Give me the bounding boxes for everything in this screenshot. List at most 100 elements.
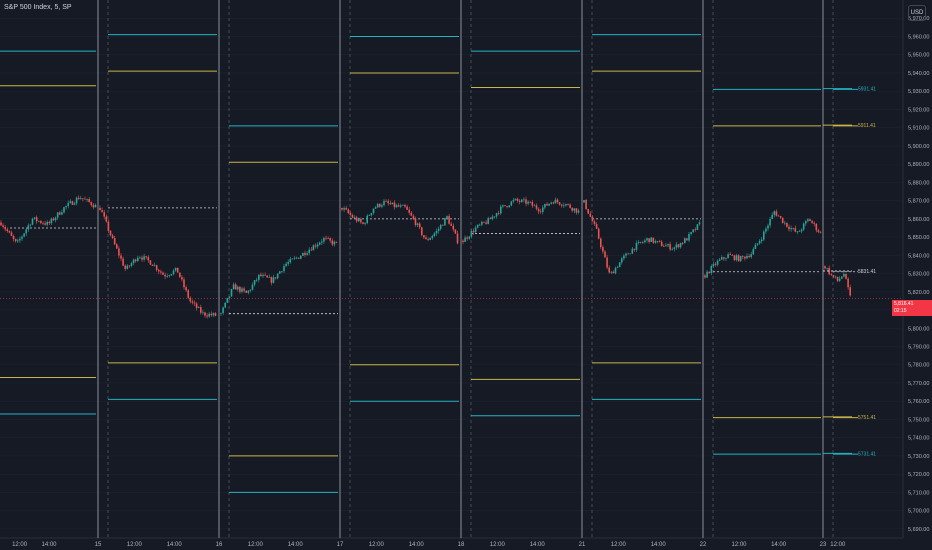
candle-body xyxy=(775,211,778,216)
candle-body xyxy=(202,312,204,314)
x-tick-label: 17 xyxy=(337,542,344,548)
candle-body xyxy=(67,202,69,206)
candle-body xyxy=(585,200,587,210)
candle-body xyxy=(128,265,131,267)
candle-body xyxy=(439,224,442,229)
y-tick-label: 5,790.00 xyxy=(908,345,929,351)
candle-body xyxy=(421,227,423,236)
candle-body xyxy=(172,270,175,275)
candle-body xyxy=(427,239,429,240)
x-tick-label: 12:00 xyxy=(12,542,28,548)
candle-body xyxy=(830,274,833,275)
candle-body xyxy=(329,238,331,241)
candle-body xyxy=(281,271,283,272)
candle-body xyxy=(35,217,38,222)
x-tick-label: 23 xyxy=(820,542,827,548)
candle-body xyxy=(813,222,815,224)
candle-body xyxy=(84,198,86,200)
y-tick-label: 5,960.00 xyxy=(908,34,929,40)
candle-body xyxy=(50,218,53,224)
candle-body xyxy=(706,271,708,278)
candle-body xyxy=(686,238,688,241)
x-tick-label: 21 xyxy=(579,542,586,548)
candle-body xyxy=(279,271,281,274)
candle-body xyxy=(412,215,415,219)
candle-body xyxy=(82,198,84,199)
candle-body xyxy=(21,236,23,239)
candle-body xyxy=(802,223,805,230)
candle-body xyxy=(595,224,598,229)
candle-body xyxy=(718,259,721,261)
candle-body xyxy=(849,287,851,296)
candle-body xyxy=(4,226,6,230)
candle-body xyxy=(40,220,42,223)
candle-body xyxy=(712,263,715,267)
candle-body xyxy=(673,247,676,249)
candle-body xyxy=(272,277,275,283)
candle-body xyxy=(237,286,239,290)
y-tick-label: 5,870.00 xyxy=(908,199,929,205)
candle-body xyxy=(708,271,710,274)
candle-body xyxy=(351,214,354,218)
candle-body xyxy=(826,267,828,269)
candle-body xyxy=(316,244,319,247)
candle-body xyxy=(206,315,208,317)
candle-body xyxy=(364,223,366,224)
candle-body xyxy=(155,265,158,270)
candle-body xyxy=(270,277,273,283)
candle-body xyxy=(80,198,82,200)
candle-body xyxy=(493,216,496,218)
candle-body xyxy=(14,238,17,242)
y-tick-label: 5,820.00 xyxy=(908,290,929,296)
candle-body xyxy=(627,253,629,255)
candle-body xyxy=(431,235,434,239)
candle-body xyxy=(800,229,803,232)
candle-body xyxy=(118,248,120,256)
candle-body xyxy=(681,243,684,244)
candle-body xyxy=(535,205,538,209)
y-tick-label: 5,920.00 xyxy=(908,107,929,113)
candle-body xyxy=(788,226,790,230)
candle-body xyxy=(704,275,706,278)
candle-body xyxy=(824,266,826,269)
candle-body xyxy=(531,201,534,206)
candle-body xyxy=(773,211,776,215)
candle-body xyxy=(327,238,329,239)
candle-body xyxy=(341,207,343,210)
candle-body xyxy=(573,208,576,211)
candle-body xyxy=(17,240,19,242)
candle-body xyxy=(241,288,243,292)
candle-body xyxy=(466,237,468,239)
candle-body xyxy=(539,211,542,213)
candle-body xyxy=(0,222,2,226)
y-tick-label: 5,740.00 xyxy=(908,436,929,442)
candle-body xyxy=(733,255,736,260)
y-tick-label: 5,970.00 xyxy=(908,16,929,22)
candle-body xyxy=(289,258,292,263)
candle-body xyxy=(54,217,57,221)
candle-body xyxy=(75,197,78,204)
candle-body xyxy=(262,274,264,276)
y-tick-label: 5,880.00 xyxy=(908,180,929,186)
candle-body xyxy=(500,206,502,214)
candle-body xyxy=(42,222,44,224)
candle-body xyxy=(567,204,569,205)
candle-body xyxy=(27,225,30,230)
candle-body xyxy=(625,253,627,256)
candle-body xyxy=(153,265,156,266)
candle-body xyxy=(614,267,617,274)
candle-body xyxy=(836,276,839,281)
candle-body xyxy=(101,210,103,213)
candle-body xyxy=(48,221,51,224)
candle-body xyxy=(644,240,646,243)
currency-selector[interactable]: USD xyxy=(908,5,926,21)
y-tick-label: 5,800.00 xyxy=(908,326,929,332)
candle-body xyxy=(195,303,198,308)
candle-body xyxy=(464,237,466,242)
candle-body xyxy=(716,260,719,265)
candle-body xyxy=(710,266,713,274)
candle-body xyxy=(185,287,187,291)
candle-body xyxy=(819,232,822,233)
candle-body xyxy=(760,239,763,242)
